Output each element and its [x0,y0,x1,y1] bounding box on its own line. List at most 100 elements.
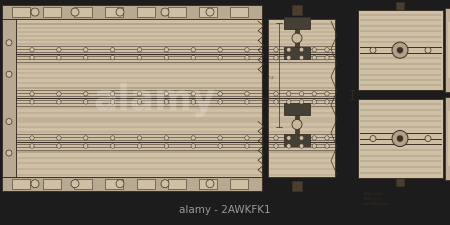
Circle shape [370,47,376,53]
Circle shape [57,56,61,60]
Bar [445,97,450,180]
Circle shape [425,135,431,142]
Circle shape [218,136,222,140]
Circle shape [137,56,142,60]
Circle shape [312,136,316,140]
Circle shape [312,144,316,148]
Text: Plain rivets
Bolts f.r.s.
with Hex Nuts: Plain rivets Bolts f.r.s. with Hex Nuts [363,192,389,205]
Circle shape [206,180,214,188]
Circle shape [84,92,88,96]
Circle shape [116,8,124,16]
Bar [284,133,310,146]
Circle shape [110,144,115,148]
Bar [168,7,186,17]
Circle shape [218,56,222,60]
Circle shape [57,144,61,148]
Bar [74,7,92,17]
Bar [292,181,302,191]
Circle shape [245,56,249,60]
Circle shape [31,8,39,16]
Bar [43,7,61,17]
Bar [230,179,248,189]
Circle shape [191,100,195,104]
Circle shape [164,56,169,60]
Circle shape [299,47,304,52]
Circle shape [245,144,249,148]
Circle shape [218,100,222,104]
Circle shape [325,47,329,52]
Bar [2,177,262,191]
Bar [2,5,262,191]
Circle shape [30,56,34,60]
Circle shape [245,92,249,96]
Bar [396,178,404,186]
Circle shape [30,100,34,104]
Text: 4'-2: 4'-2 [266,76,274,80]
Circle shape [6,119,12,124]
Circle shape [274,56,278,60]
Circle shape [84,56,88,60]
Bar [105,7,123,17]
Bar [295,29,299,47]
Circle shape [164,100,169,104]
Circle shape [312,92,316,96]
Circle shape [287,56,291,60]
Bar [136,7,154,17]
Circle shape [110,100,115,104]
Circle shape [110,56,115,60]
Circle shape [245,47,249,52]
Circle shape [164,47,169,52]
Bar [230,7,248,17]
Circle shape [191,144,195,148]
Circle shape [274,100,278,104]
Circle shape [312,47,316,52]
Circle shape [218,47,222,52]
Circle shape [110,136,115,140]
Circle shape [84,136,88,140]
Bar [199,7,217,17]
Circle shape [287,136,291,140]
Circle shape [299,136,304,140]
Circle shape [218,92,222,96]
Circle shape [191,136,195,140]
Circle shape [191,47,195,52]
Bar [358,99,443,178]
Circle shape [164,92,169,96]
Circle shape [137,47,142,52]
Circle shape [287,47,291,52]
Bar [292,5,302,15]
Bar [284,17,310,29]
Circle shape [299,56,304,60]
Circle shape [191,56,195,60]
Bar [105,179,123,189]
Circle shape [370,135,376,142]
Circle shape [137,136,142,140]
Bar [445,8,450,92]
Circle shape [164,144,169,148]
Circle shape [206,8,214,16]
Bar [448,111,450,166]
Bar [12,7,30,17]
Circle shape [325,92,329,96]
Circle shape [274,136,278,140]
Circle shape [84,144,88,148]
Circle shape [31,180,39,188]
Circle shape [57,47,61,52]
Circle shape [30,144,34,148]
Circle shape [299,144,304,148]
Circle shape [71,180,79,188]
Circle shape [325,144,329,148]
Circle shape [6,40,12,46]
Bar [168,179,186,189]
Circle shape [245,136,249,140]
Circle shape [312,56,316,60]
Circle shape [218,144,222,148]
Bar [284,104,310,115]
Bar [2,19,16,177]
Circle shape [6,150,12,156]
Circle shape [325,56,329,60]
Circle shape [425,47,431,53]
Circle shape [84,100,88,104]
Circle shape [287,100,291,104]
Bar [295,115,299,133]
